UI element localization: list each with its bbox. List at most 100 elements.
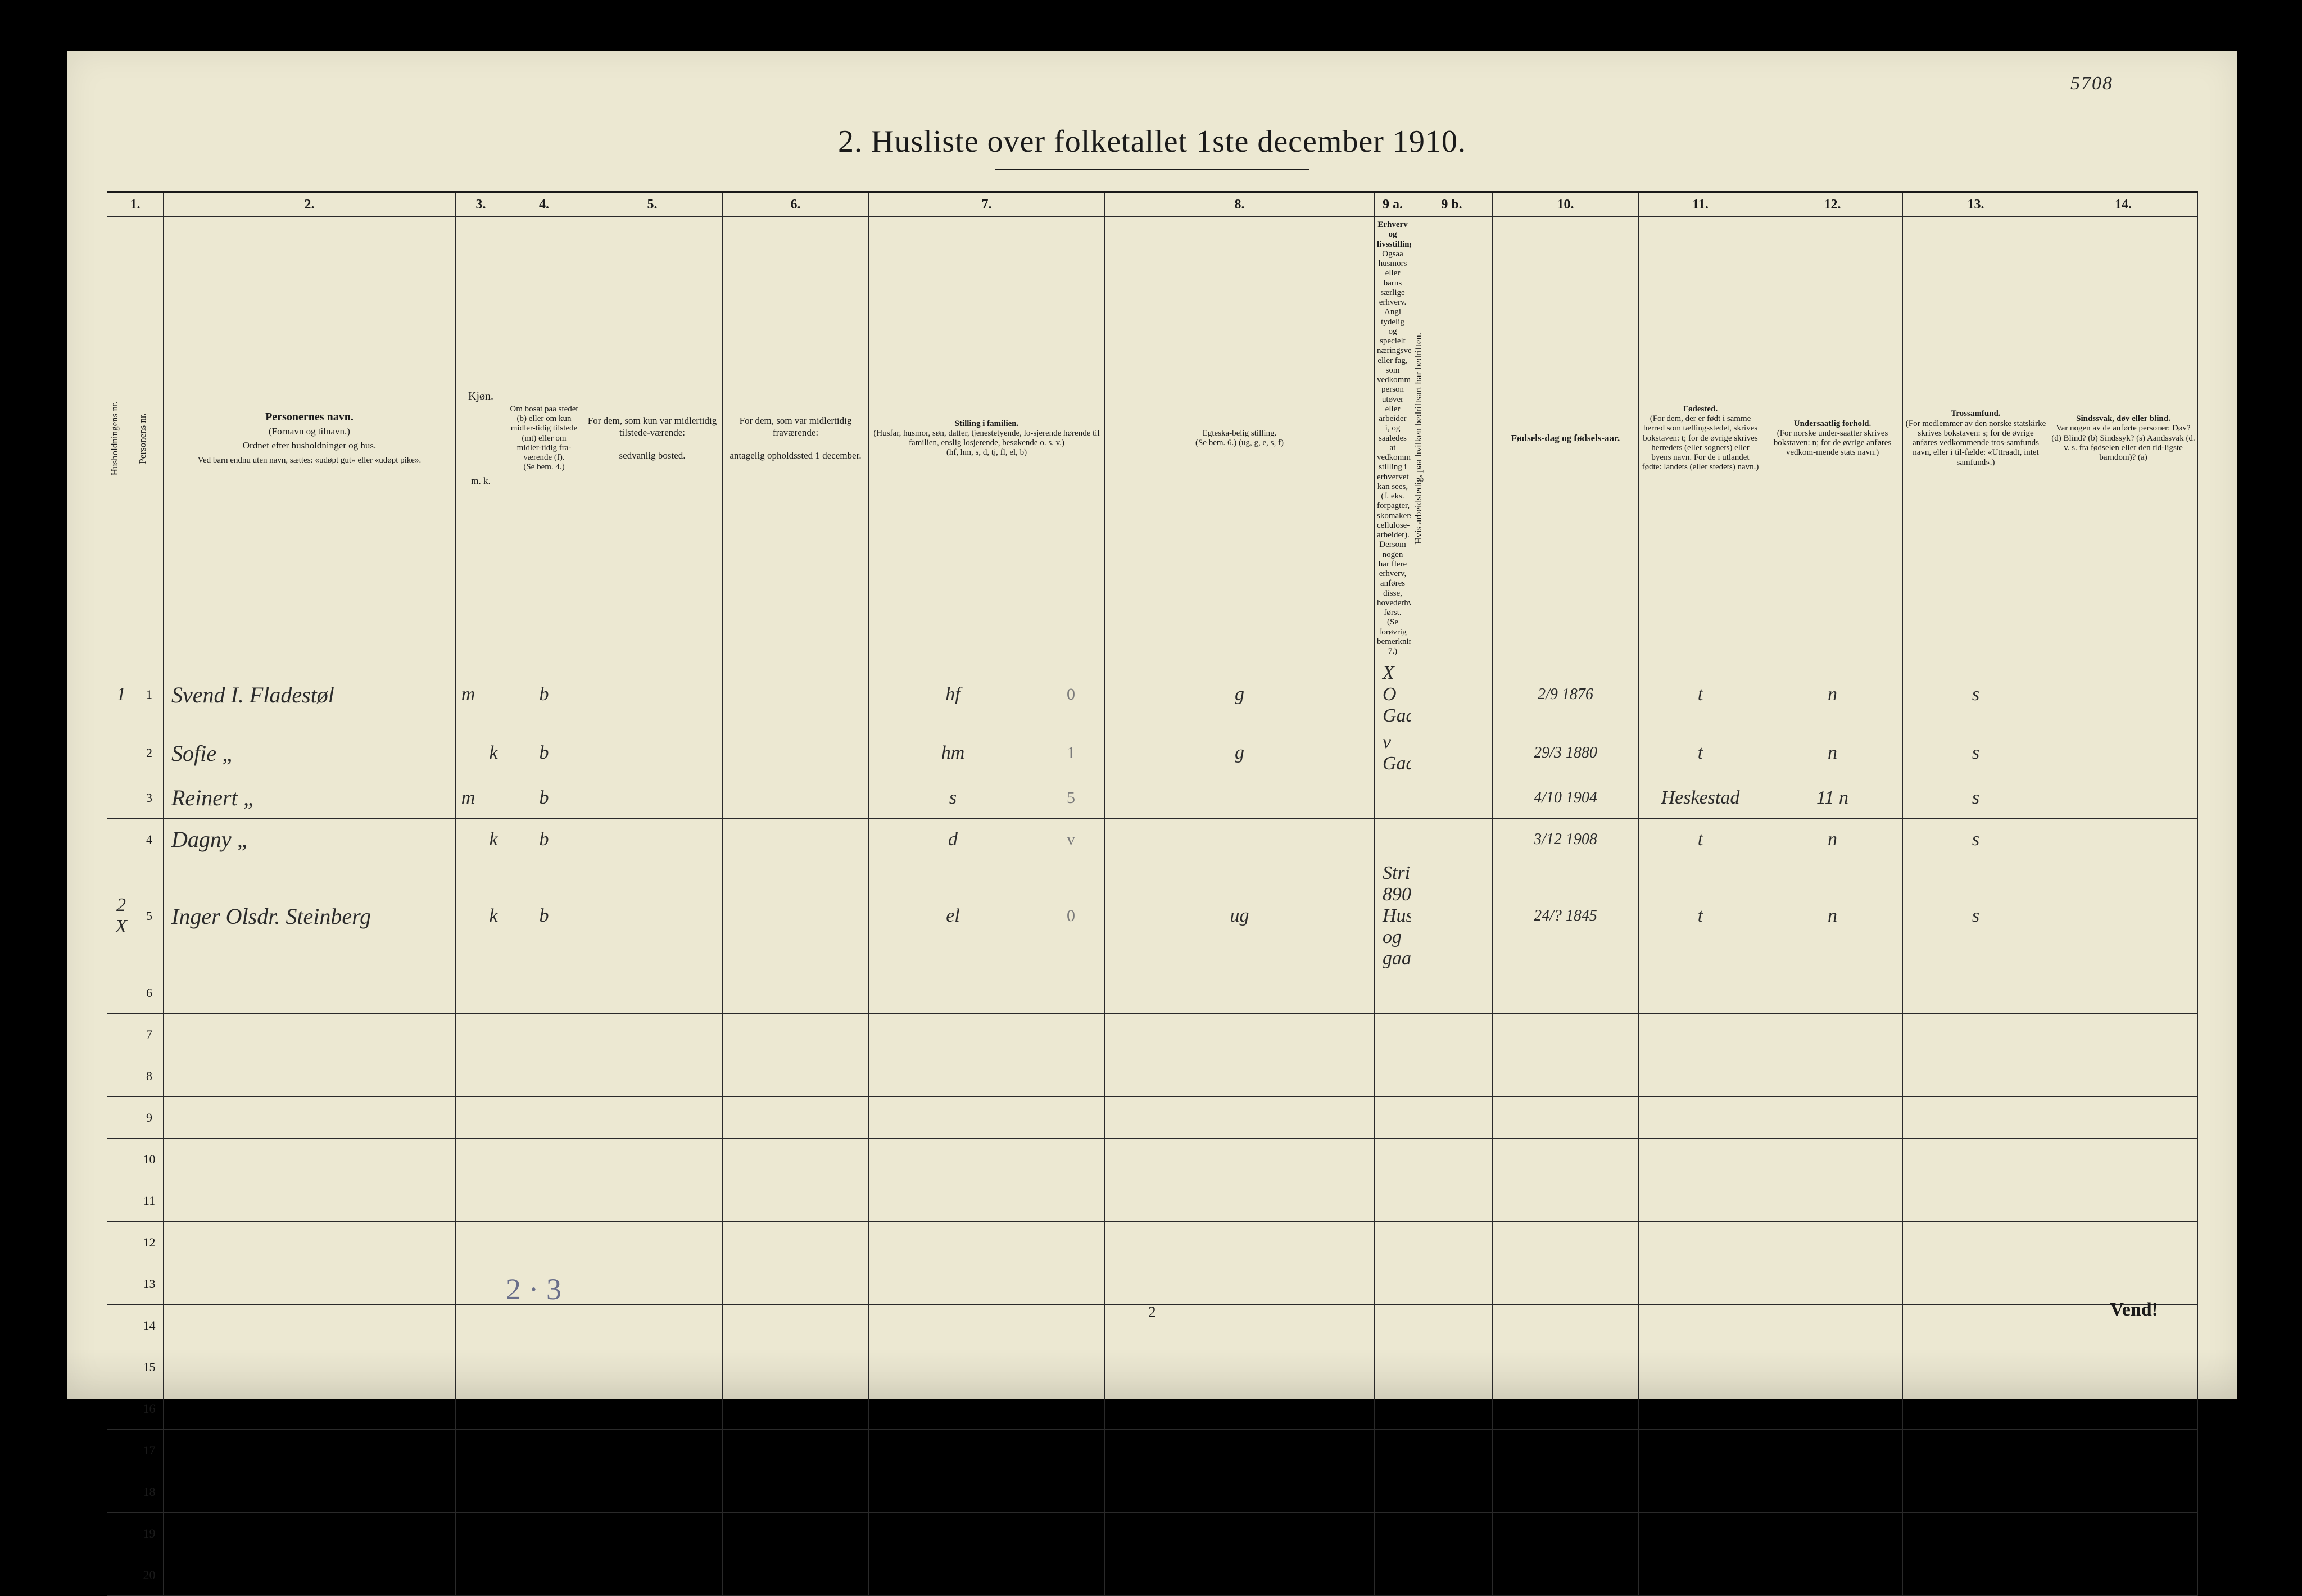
cell-family-pos2: 5 [1037,777,1105,819]
cell-empty [1037,1471,1105,1513]
cell-religion: s [1903,660,2049,729]
cell-nationality: n [1762,860,1903,972]
census-table-wrapper: 1.2.3.4.5.6.7.8.9 a.9 b.10.11.12.13.14. … [107,191,2197,1596]
cell-disability [2049,660,2198,729]
cell-empty [1411,1180,1493,1222]
cell-empty [1411,1554,1493,1596]
cell-empty [1639,1222,1762,1263]
cell-household-no [107,1513,135,1554]
cell-household-no [107,1097,135,1139]
cell-religion: s [1903,819,2049,860]
cell-empty [1493,1139,1639,1180]
cell-empty [1375,1513,1411,1554]
colnum: 3. [456,192,506,217]
reference-number: 5708 [2070,73,2113,94]
cell-empty [723,1139,869,1180]
cell-person-no: 4 [135,819,164,860]
cell-residence: b [506,777,582,819]
table-row-empty: 20 [107,1554,2198,1596]
colnum: 14. [2049,192,2198,217]
cell-sex-k: k [481,860,506,972]
cell-empty [1639,1139,1762,1180]
colnum: 13. [1903,192,2049,217]
cell-empty [1903,1222,2049,1263]
cell-empty [1493,1055,1639,1097]
cell-birthplace: t [1639,660,1762,729]
cell-empty [1493,1388,1639,1430]
footer-page-number: 2 [1149,1304,1156,1321]
cell-empty [164,1055,456,1097]
cell-unemployed [1411,777,1493,819]
cell-temp-present [582,729,723,777]
cell-name: Sofie „ [164,729,456,777]
cell-empty [1037,1513,1105,1554]
cell-empty [1411,1346,1493,1388]
cell-marital: g [1105,729,1375,777]
cell-empty [1411,1097,1493,1139]
cell-temp-present [582,819,723,860]
turn-page-label: Vend! [2110,1299,2158,1321]
cell-household-no [107,972,135,1014]
cell-residence: b [506,660,582,729]
cell-empty [1375,1014,1411,1055]
cell-empty [164,1346,456,1388]
cell-empty [869,1139,1037,1180]
cell-empty [1375,972,1411,1014]
cell-empty [481,1263,506,1305]
cell-person-no: 2 [135,729,164,777]
cell-empty [1903,1388,2049,1430]
cell-household-no [107,1305,135,1346]
hdr-birthdate: Fødsels-dag og fødsels-aar. [1493,217,1639,660]
hdr-unemployed: Hvis arbeidsledig, paa hvilken bedriftsa… [1411,217,1493,660]
cell-person-no: 12 [135,1222,164,1263]
cell-empty [869,1346,1037,1388]
cell-empty [582,1305,723,1346]
cell-empty [723,1263,869,1305]
cell-empty [456,1055,481,1097]
table-row-empty: 9 [107,1097,2198,1139]
cell-empty [1105,1346,1375,1388]
cell-empty [582,1139,723,1180]
cell-disability [2049,819,2198,860]
cell-sex-k: k [481,819,506,860]
cell-empty [1105,1222,1375,1263]
cell-empty [869,1097,1037,1139]
cell-empty [1762,1430,1903,1471]
cell-empty [481,1388,506,1430]
colnum: 5. [582,192,723,217]
cell-empty [1037,1263,1105,1305]
hdr-household-no: Husholdningens nr. [107,217,135,660]
cell-empty [723,1430,869,1471]
cell-empty [1493,1014,1639,1055]
cell-empty [2049,1180,2198,1222]
cell-person-no: 1 [135,660,164,729]
table-row-empty: 15 [107,1346,2198,1388]
cell-empty [1105,1097,1375,1139]
cell-empty [1411,1263,1493,1305]
cell-empty [1411,1430,1493,1471]
cell-empty [2049,1222,2198,1263]
cell-empty [2049,1388,2198,1430]
cell-religion: s [1903,729,2049,777]
cell-household-no: 2 X [107,860,135,972]
hdr-marital: Egteska-belig stilling. (Se bem. 6.) (ug… [1105,217,1375,660]
cell-empty [1493,1513,1639,1554]
hdr-occupation: Erhverv og livsstilling. Ogsaa husmors e… [1375,217,1411,660]
cell-temp-present [582,777,723,819]
cell-empty [582,1471,723,1513]
cell-empty [1375,1305,1411,1346]
cell-empty [481,1430,506,1471]
cell-empty [1493,1180,1639,1222]
cell-empty [506,1471,582,1513]
cell-empty [1105,1513,1375,1554]
cell-empty [1762,972,1903,1014]
cell-unemployed [1411,819,1493,860]
table-row: 3 Reinert „ m b s 5 4/10 1904 Heskestad … [107,777,2198,819]
colnum: 11. [1639,192,1762,217]
cell-empty [1411,1305,1493,1346]
cell-person-no: 13 [135,1263,164,1305]
cell-empty [456,1180,481,1222]
cell-empty [506,1388,582,1430]
cell-birthplace: t [1639,860,1762,972]
cell-empty [164,972,456,1014]
